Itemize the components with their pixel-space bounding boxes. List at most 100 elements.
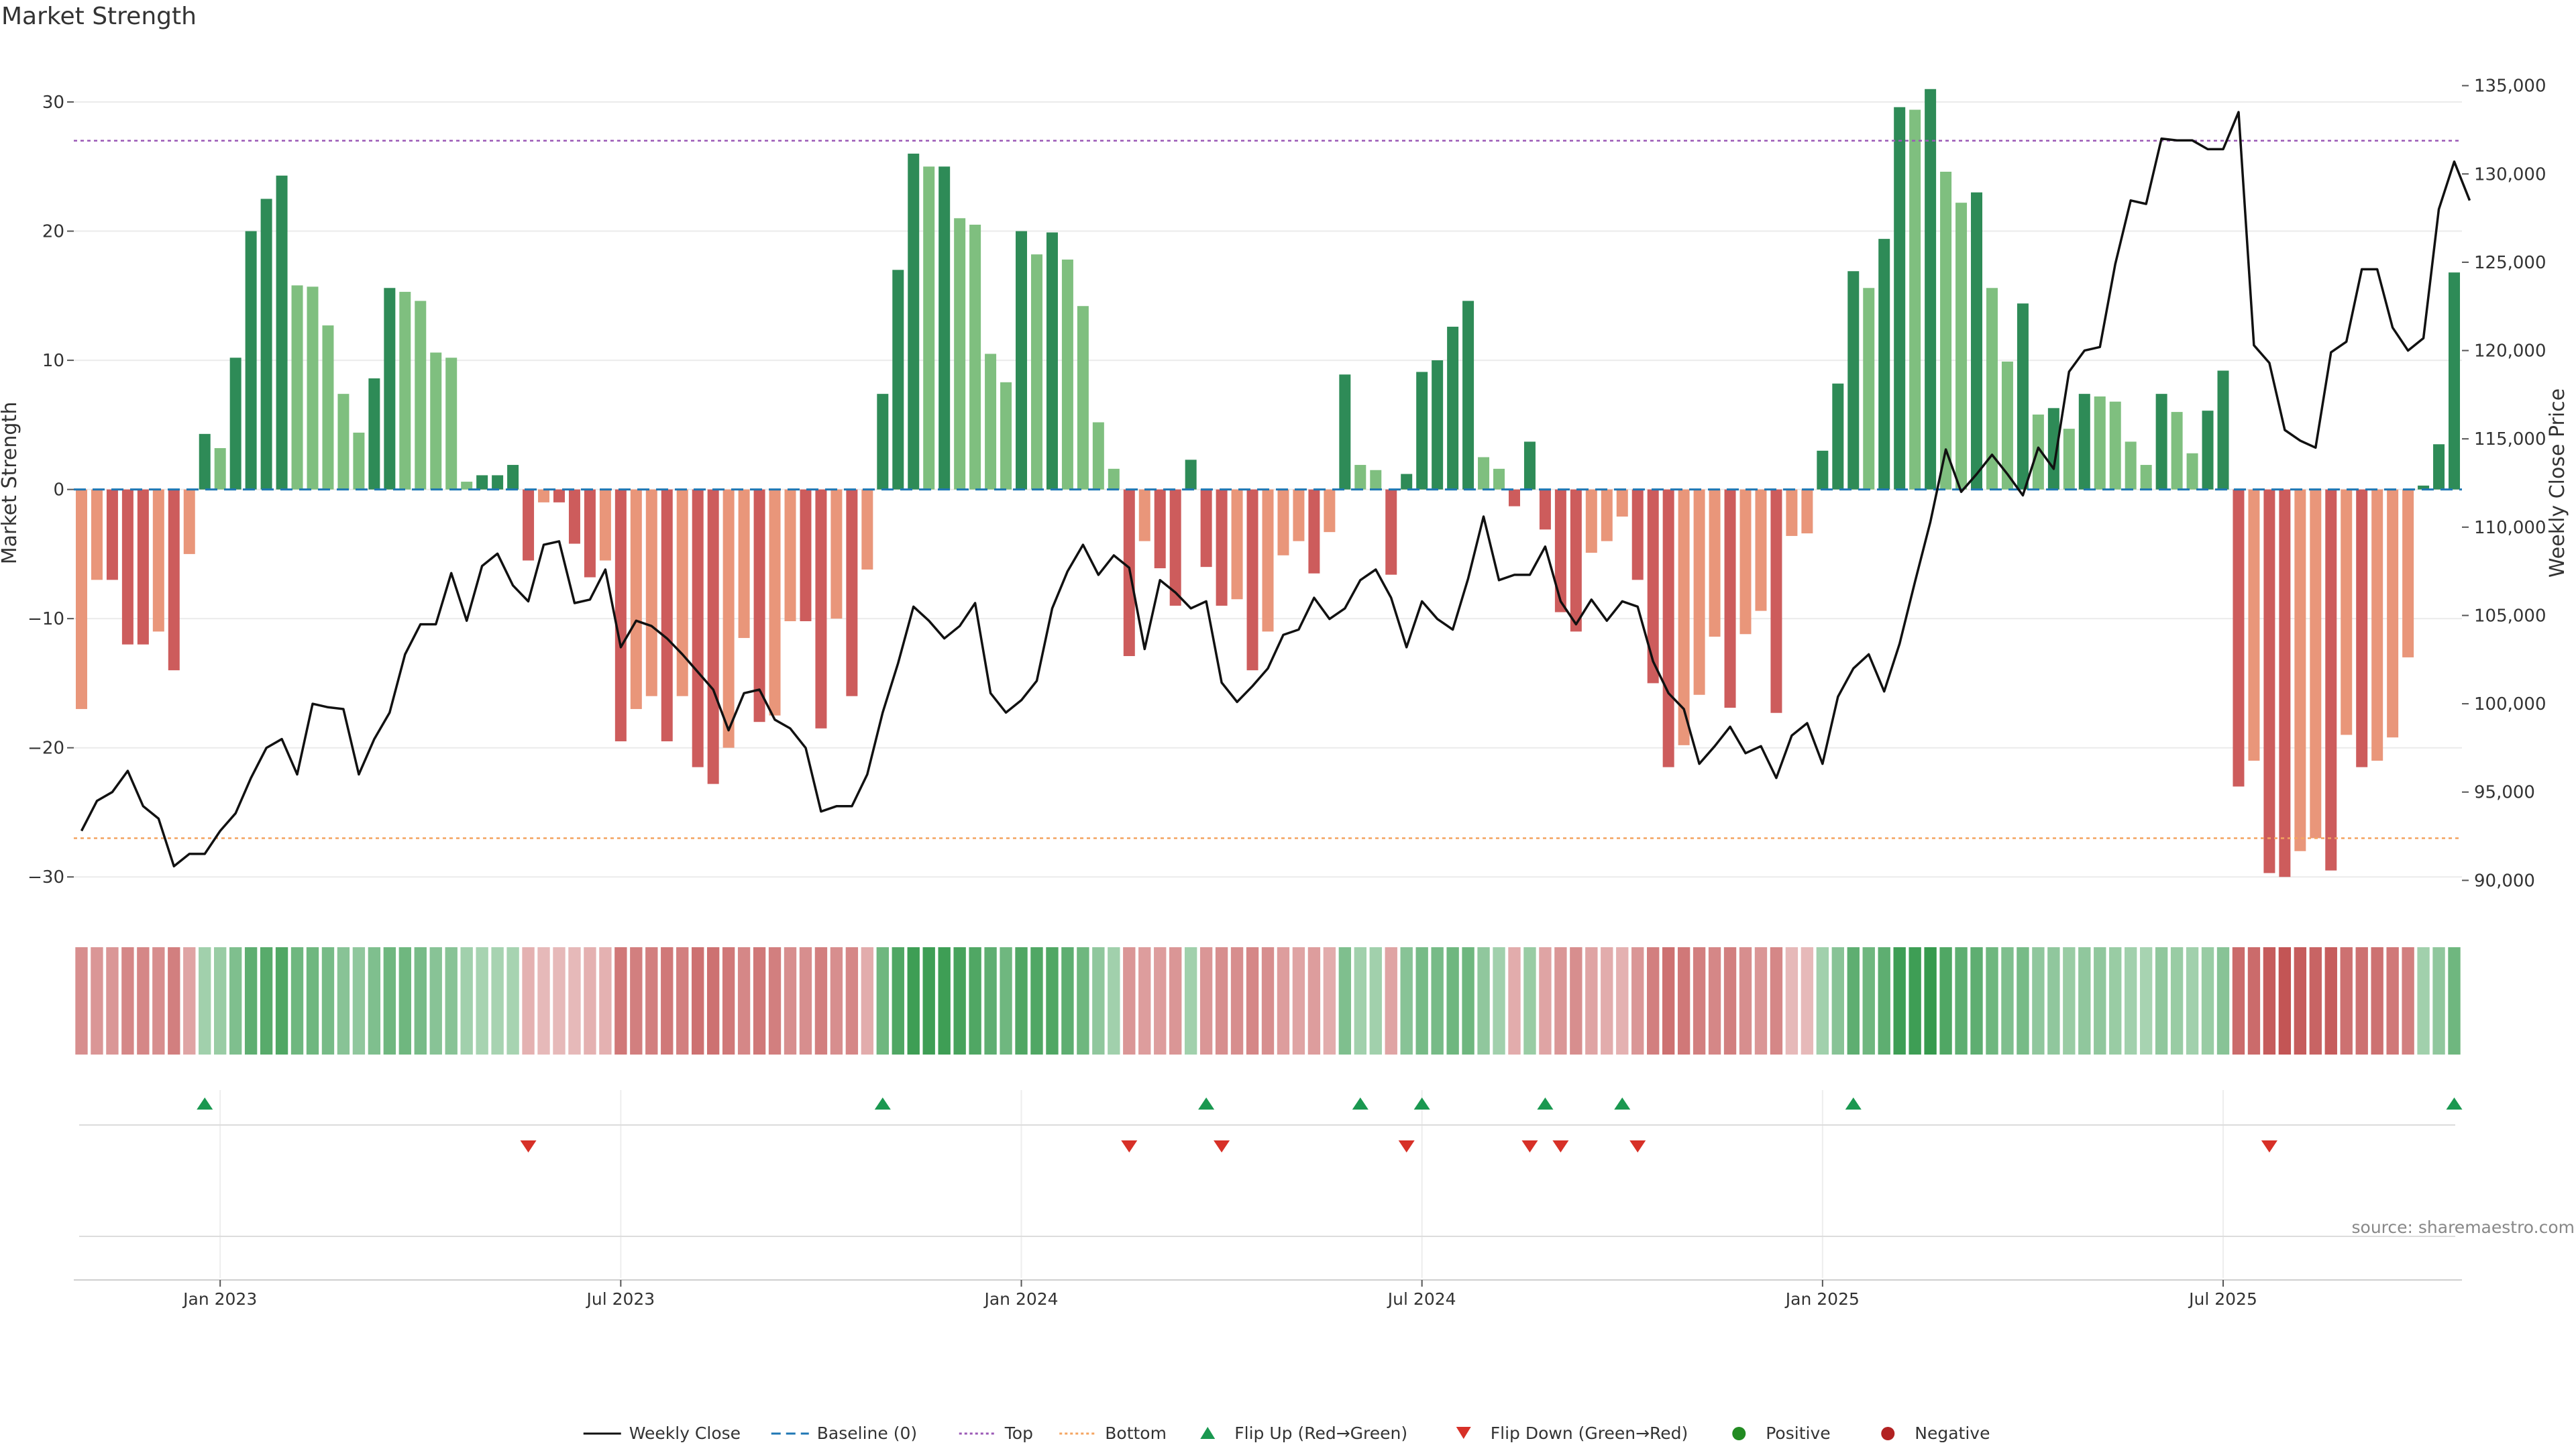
strength-bar <box>1585 489 1597 553</box>
heat-cell <box>2063 947 2076 1055</box>
heat-cell <box>1138 947 1151 1055</box>
heat-cell <box>814 947 828 1055</box>
heat-cell <box>1862 947 1875 1055</box>
legend-swatch <box>1200 1427 1216 1439</box>
strength-bar <box>2186 453 2198 490</box>
heat-cell <box>398 947 411 1055</box>
heat-cell <box>1893 947 1906 1055</box>
strength-bar <box>722 489 735 748</box>
heat-cell <box>1415 947 1428 1055</box>
strength-bar <box>2017 303 2029 490</box>
strength-bar <box>1955 203 1968 490</box>
legend-item-flip-down: Flip Down (Green→Red) <box>1456 1424 1688 1443</box>
strength-bar <box>861 489 873 570</box>
heat-cell <box>2017 947 2029 1055</box>
heat-cell <box>907 947 920 1055</box>
strength-bar <box>2294 489 2306 851</box>
heat-cell <box>737 947 751 1055</box>
y-left-tick-label: −20 <box>28 739 64 759</box>
legend-label: Bottom <box>1105 1424 1167 1443</box>
strength-bar <box>1832 383 1844 490</box>
strength-bar <box>846 489 858 696</box>
heat-cell <box>1554 947 1567 1055</box>
heat-cell <box>2417 947 2430 1055</box>
strength-bar <box>1447 327 1459 490</box>
y-right-tick-label: 110,000 <box>2474 518 2546 538</box>
heat-cell <box>460 947 473 1055</box>
heat-cell <box>1462 947 1474 1055</box>
heat-cell <box>568 947 581 1055</box>
strength-bar <box>152 489 164 632</box>
heat-cell <box>692 947 704 1055</box>
strength-bar <box>322 325 334 490</box>
strength-bar <box>1662 489 1674 767</box>
strength-bar <box>2125 441 2137 490</box>
strength-bar <box>1909 109 1921 490</box>
y-right-axis-title: Weekly Close Price <box>2546 388 2569 578</box>
heat-cell <box>1061 947 1074 1055</box>
heat-cell <box>1354 947 1366 1055</box>
strength-bar <box>1554 489 1566 612</box>
heat-cell <box>1970 947 1983 1055</box>
heat-cell <box>1831 947 1844 1055</box>
heat-cell <box>1400 947 1413 1055</box>
strength-bar <box>2171 412 2183 490</box>
heat-cell <box>260 947 273 1055</box>
heat-cell <box>1785 947 1799 1055</box>
strength-bar <box>384 288 396 490</box>
flip-down-marker <box>520 1140 537 1152</box>
heat-cell <box>1770 947 1783 1055</box>
y-left-tick-label: −10 <box>28 609 64 629</box>
heat-cell <box>1446 947 1459 1055</box>
heat-cell <box>676 947 689 1055</box>
heat-cell <box>229 947 242 1055</box>
weekly-close-line <box>80 111 2471 868</box>
strength-bar <box>1324 489 1336 533</box>
strength-bar <box>2387 489 2399 738</box>
flip-down-marker <box>1521 1140 1538 1152</box>
heat-cell <box>1693 947 1706 1055</box>
heat-cell <box>1092 947 1105 1055</box>
strength-bar <box>430 352 442 490</box>
flip-up-marker <box>2446 1097 2463 1110</box>
source-label: source: sharemaestro.com <box>2351 1218 2575 1237</box>
heat-cell <box>2263 947 2276 1055</box>
heat-cell <box>1215 947 1228 1055</box>
strength-bar <box>1770 489 1782 713</box>
heat-cell <box>645 947 658 1055</box>
strength-bar <box>1539 489 1551 530</box>
strength-bar <box>830 489 843 619</box>
strength-bar <box>630 489 642 709</box>
x-tick-label: Jan 2024 <box>983 1289 1058 1309</box>
strength-bar <box>137 489 149 645</box>
strength-bar <box>307 286 319 490</box>
heat-cell <box>2109 947 2122 1055</box>
heat-cell <box>106 947 119 1055</box>
strength-bar <box>2325 489 2337 871</box>
heat-cell <box>953 947 966 1055</box>
heat-cell <box>1307 947 1321 1055</box>
strength-bar <box>199 433 211 490</box>
chart-title: Market Strength <box>1 3 197 30</box>
heat-cell <box>414 947 427 1055</box>
strength-bar <box>1878 239 1890 490</box>
strength-bar <box>938 166 951 490</box>
heat-cell <box>168 947 180 1055</box>
heat-cell <box>183 947 196 1055</box>
heat-cell <box>2247 947 2261 1055</box>
strength-bar <box>1339 374 1351 490</box>
heat-cell <box>1878 947 1890 1055</box>
heat-cell <box>2232 947 2245 1055</box>
heat-cell <box>1924 947 1937 1055</box>
heat-cell <box>1647 947 1660 1055</box>
strength-bar <box>2140 465 2152 490</box>
y-left-tick-label: −30 <box>28 867 64 888</box>
strength-bar <box>2402 489 2414 657</box>
strength-bar <box>1847 271 1860 490</box>
strength-bar <box>800 489 812 622</box>
flip-down-marker <box>1214 1140 1230 1152</box>
strength-bar <box>415 301 427 490</box>
strength-bar <box>1154 489 1166 569</box>
strength-bar <box>353 432 365 490</box>
